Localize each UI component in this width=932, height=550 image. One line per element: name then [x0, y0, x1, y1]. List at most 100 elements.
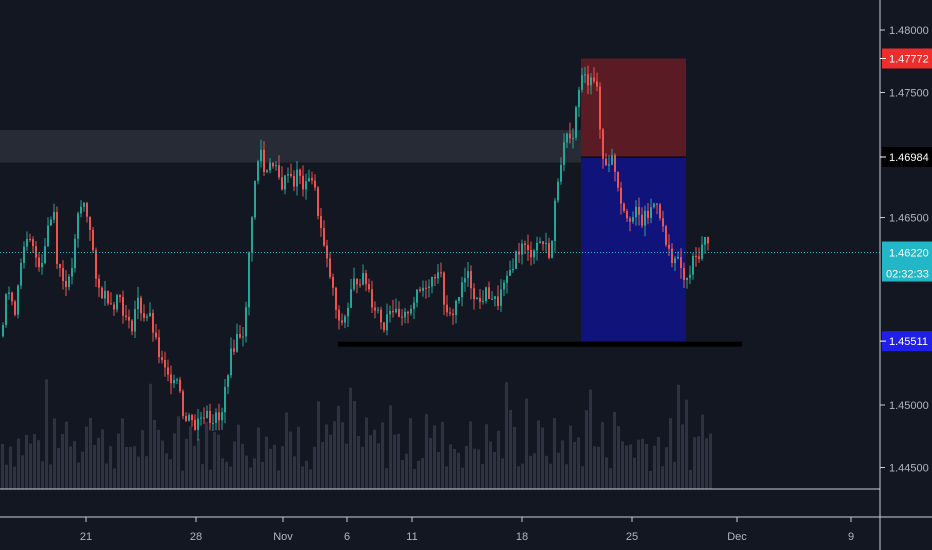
candle-body [368, 284, 370, 290]
candle-body [404, 311, 406, 318]
candle-body [236, 333, 238, 352]
volume-bar [257, 427, 260, 489]
candle-body [608, 164, 610, 166]
volume-bar [145, 456, 148, 489]
candle-body [500, 289, 502, 306]
stop-loss-tag-label: 1.47772 [889, 54, 929, 66]
volume-bar [441, 421, 444, 489]
volume-bar [65, 421, 68, 489]
candle-body [410, 308, 412, 314]
candle-body [281, 177, 283, 190]
candle-body [611, 155, 613, 165]
candle-body [482, 300, 484, 302]
candle-body [617, 171, 619, 188]
x-tick-label: 28 [190, 531, 202, 543]
volume-bar [569, 425, 572, 489]
candle-body [191, 414, 193, 420]
volume-bar [333, 421, 336, 489]
candle-body [170, 374, 172, 384]
candle-body [578, 89, 580, 108]
volume-bar [277, 470, 280, 489]
candle-body [554, 200, 556, 242]
candle-body [419, 289, 421, 291]
candle-body [437, 272, 439, 279]
volume-bar [573, 441, 576, 489]
candle-body [233, 348, 235, 352]
stop-loss-tag [882, 48, 932, 69]
volume-bar [133, 446, 136, 489]
volume-bar [369, 435, 372, 489]
candle-body [266, 170, 268, 172]
volume-bar [493, 452, 496, 489]
candle-body [623, 203, 625, 212]
volume-bar [477, 449, 480, 489]
candle-body [632, 217, 634, 222]
volume-bar [197, 438, 200, 489]
candle-body [239, 333, 241, 338]
candle-body [164, 360, 166, 368]
candle-body [395, 308, 397, 313]
volume-bar [77, 462, 80, 489]
volume-bar [425, 414, 428, 489]
volume-bar [521, 463, 524, 489]
volume-bar [429, 438, 432, 489]
candle-body [296, 169, 298, 187]
candle-body [68, 276, 70, 287]
candle-body [539, 241, 541, 243]
candle-body [104, 290, 106, 299]
candle-body [455, 301, 457, 316]
candle-body [629, 218, 631, 222]
take-profit-zone [581, 157, 686, 342]
candle-body [32, 239, 34, 247]
candle-body [278, 165, 280, 178]
candle-body [110, 303, 112, 305]
x-tick-label: 6 [344, 531, 350, 543]
volume-bar [373, 429, 376, 489]
volume-bar [549, 463, 552, 489]
x-tick-label: 21 [80, 531, 92, 543]
candle-body [269, 162, 271, 171]
candle-body [584, 74, 586, 76]
candle-body [515, 251, 517, 269]
candle-body [458, 297, 460, 302]
volume-bar [553, 418, 556, 489]
volume-bar [165, 453, 168, 489]
candle-body [581, 74, 583, 90]
volume-bar [409, 418, 412, 489]
candle-body [23, 246, 25, 263]
candle-body [47, 225, 49, 247]
volume-bar [689, 469, 692, 489]
volume-bar [249, 467, 252, 489]
candle-body [509, 270, 511, 276]
volume-bar [309, 469, 312, 489]
candle-body [17, 285, 19, 315]
volume-bar [397, 433, 400, 489]
volume-bar [461, 467, 464, 489]
candle-body [71, 268, 73, 277]
volume-bar [289, 431, 292, 489]
candle-body [293, 175, 295, 187]
candle-body [683, 267, 685, 280]
candle-body [518, 251, 520, 255]
bar-countdown: 02:32:33 [886, 269, 929, 281]
candle-body [230, 348, 232, 376]
plot-area[interactable] [0, 0, 880, 489]
volume-bar [225, 461, 228, 489]
candle-body [344, 316, 346, 323]
candle-body [146, 316, 148, 318]
volume-bar [5, 464, 8, 489]
candle-body [602, 129, 604, 159]
volume-bar [677, 384, 680, 489]
volume-bar [153, 420, 156, 489]
candle-body [308, 178, 310, 182]
candle-body [248, 252, 250, 308]
volume-bar [625, 445, 628, 489]
candle-body [26, 239, 28, 247]
volume-bar [97, 437, 100, 489]
candle-body [119, 295, 121, 298]
candle-body [44, 246, 46, 264]
candle-body [56, 211, 58, 264]
candle-body [560, 164, 562, 182]
volume-bar [85, 426, 88, 489]
